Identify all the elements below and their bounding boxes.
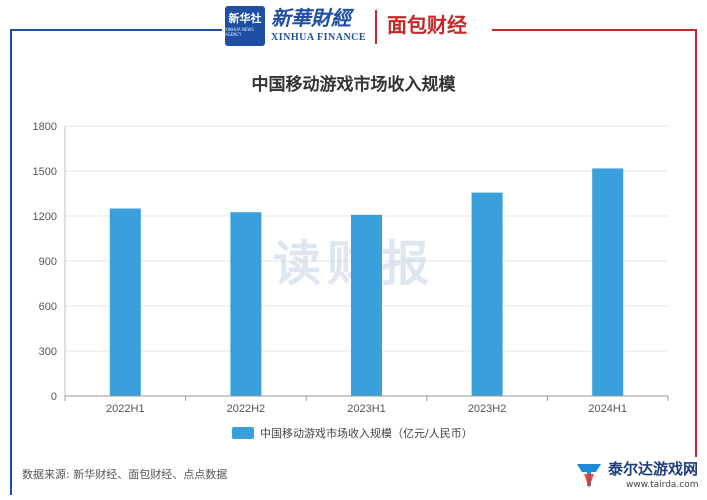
xinhua-finance-cn: 新華財經 <box>271 6 351 30</box>
header-logos: 新华社 XINHUA NEWS AGENCY 新華財經 XINHUA FINAN… <box>225 6 495 50</box>
y-tick-label: 600 <box>39 301 57 313</box>
xinhua-finance-en: XINHUA FINANCE <box>271 32 367 43</box>
frame-top-right <box>492 29 697 31</box>
x-tick-label: 2022H1 <box>106 403 145 415</box>
mianbao-logo: 面包财经 <box>387 13 467 37</box>
bar <box>230 212 262 396</box>
corner-site-name: 泰尔达游戏网 <box>608 460 699 478</box>
y-tick-label: 1800 <box>33 121 57 133</box>
logo-separator <box>375 10 377 44</box>
x-tick-label: 2022H2 <box>227 403 266 415</box>
legend-swatch <box>232 427 254 439</box>
legend-label: 中国移动游戏市场收入规模（亿元/人民币） <box>260 426 473 440</box>
data-source: 数据来源: 新华财经、面包财经、点点数据 <box>22 468 228 481</box>
frame-top-left <box>10 29 222 31</box>
x-tick-label: 2024H1 <box>588 403 627 415</box>
y-tick-label: 0 <box>51 391 57 403</box>
corner-site-url: www.tairda.com <box>626 480 699 490</box>
frame-right <box>695 29 697 457</box>
bar <box>109 208 141 396</box>
x-tick-label: 2023H2 <box>468 403 507 415</box>
y-tick-label: 900 <box>39 256 57 268</box>
bar <box>471 192 503 396</box>
y-tick-label: 300 <box>39 346 57 358</box>
frame-left <box>10 29 12 495</box>
x-tick-label: 2023H1 <box>347 403 386 415</box>
xinhua-news-logo: 新华社 XINHUA NEWS AGENCY <box>225 6 265 46</box>
bar <box>351 214 382 396</box>
xinhua-badge-text: 新华社 <box>228 12 262 25</box>
y-tick-label: 1500 <box>33 166 57 178</box>
bar <box>592 168 624 396</box>
gamepad-icon <box>577 464 601 488</box>
xinhua-badge-subtext: XINHUA NEWS AGENCY <box>225 27 254 37</box>
y-tick-label: 1200 <box>33 211 57 223</box>
corner-logo: 泰尔达游戏网 www.tairda.com <box>572 458 704 496</box>
chart-title: 中国移动游戏市场收入规模 <box>251 75 456 95</box>
